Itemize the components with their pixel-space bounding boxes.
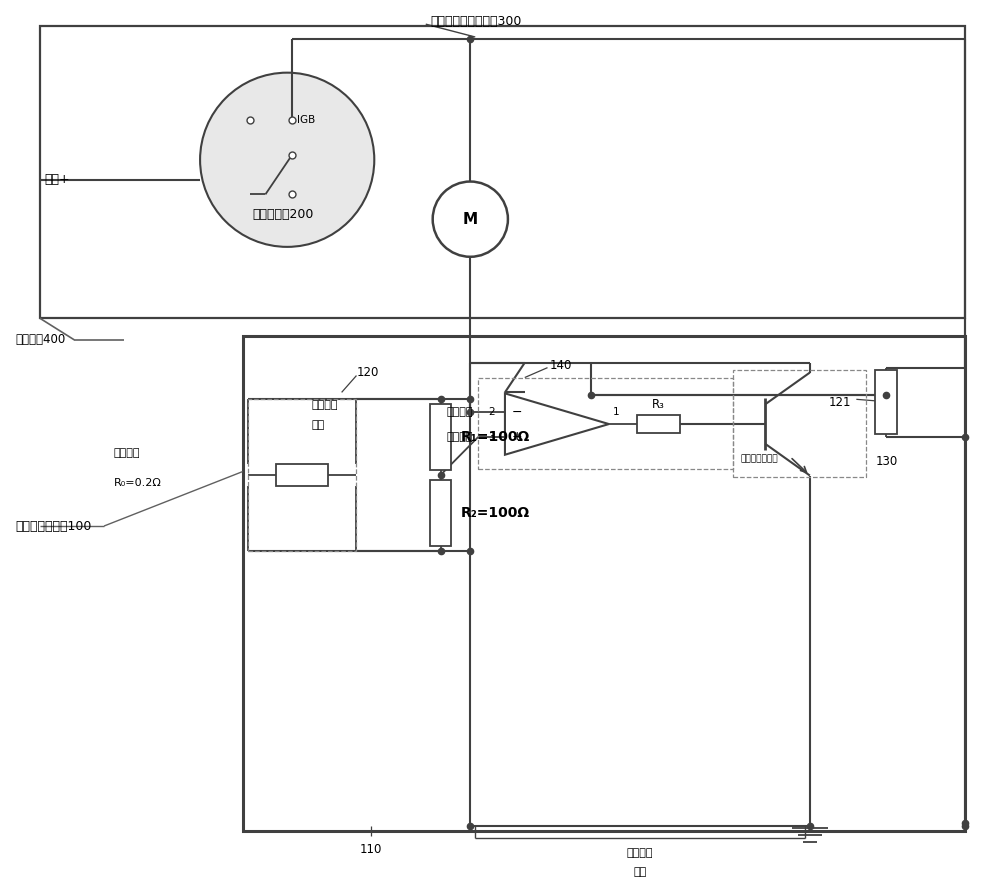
Bar bbox=[243, 336, 965, 831]
Bar bbox=[478, 378, 733, 469]
Text: 检测线路: 检测线路 bbox=[312, 400, 338, 410]
Text: 三极管适配电路: 三极管适配电路 bbox=[741, 454, 778, 463]
Text: 整车部分400: 整车部分400 bbox=[15, 334, 65, 347]
Text: R₃: R₃ bbox=[652, 398, 665, 411]
Circle shape bbox=[433, 181, 508, 257]
Text: 2: 2 bbox=[488, 407, 495, 417]
Text: −: − bbox=[512, 406, 522, 419]
Text: IGB: IGB bbox=[297, 115, 315, 125]
Text: +: + bbox=[512, 430, 523, 444]
Bar bbox=[637, 415, 680, 433]
Text: 1: 1 bbox=[613, 407, 619, 417]
Text: 采样电阻: 采样电阻 bbox=[114, 448, 140, 458]
Bar bbox=[430, 404, 451, 470]
Text: R₀=0.2Ω: R₀=0.2Ω bbox=[114, 478, 162, 488]
Text: 检测线路: 检测线路 bbox=[627, 847, 653, 858]
Bar bbox=[733, 370, 866, 476]
Text: M: M bbox=[463, 212, 478, 227]
Text: 电压基准: 电压基准 bbox=[447, 407, 473, 417]
Bar bbox=[875, 370, 897, 435]
Text: 120: 120 bbox=[356, 366, 379, 379]
Circle shape bbox=[200, 73, 374, 247]
Text: 121: 121 bbox=[829, 396, 851, 409]
Text: 电瓶+: 电瓶+ bbox=[45, 173, 70, 186]
Text: 下游: 下游 bbox=[633, 868, 647, 877]
Text: 140: 140 bbox=[549, 359, 572, 372]
Bar bbox=[40, 26, 965, 319]
Text: R₂=100Ω: R₂=100Ω bbox=[460, 506, 530, 520]
Text: R₁=100Ω: R₁=100Ω bbox=[460, 430, 530, 444]
Text: 电动窗一键上升开关300: 电动窗一键上升开关300 bbox=[431, 15, 522, 27]
Bar bbox=[430, 480, 451, 546]
Text: 130: 130 bbox=[876, 455, 898, 468]
Polygon shape bbox=[505, 393, 609, 455]
Text: 电动窗电机200: 电动窗电机200 bbox=[253, 208, 314, 221]
Text: 3: 3 bbox=[488, 432, 495, 442]
Text: 110: 110 bbox=[360, 843, 383, 855]
Text: 车窗的防夹装置100: 车窗的防夹装置100 bbox=[15, 519, 91, 532]
Text: 上游: 上游 bbox=[312, 420, 325, 430]
Bar bbox=[248, 400, 356, 551]
Bar bbox=[276, 464, 328, 486]
Text: 分压输入: 分压输入 bbox=[447, 432, 473, 442]
